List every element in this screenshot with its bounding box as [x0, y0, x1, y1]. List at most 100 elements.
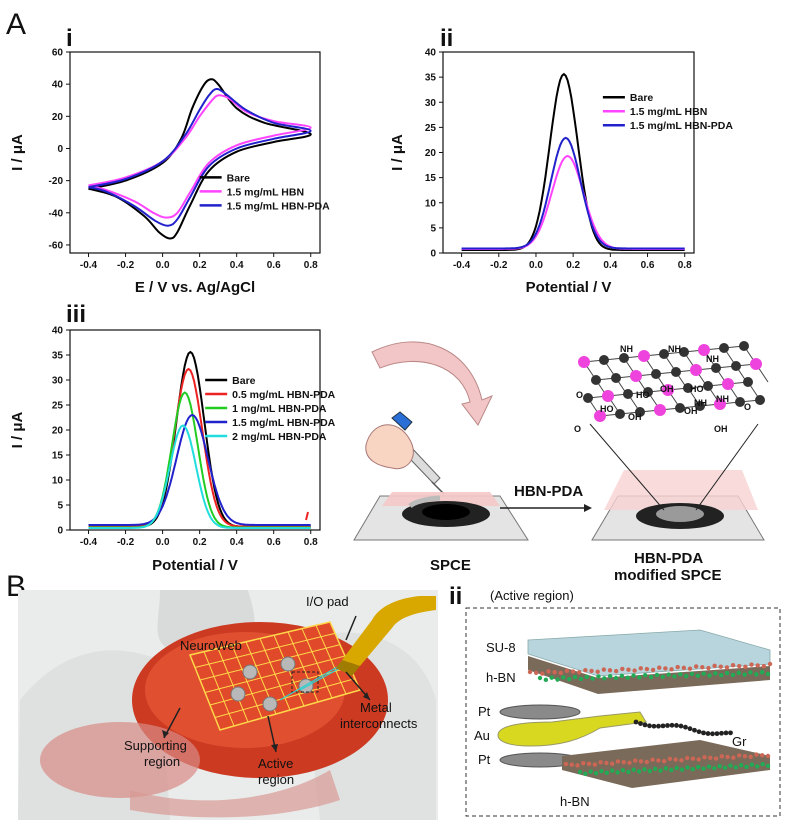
- atom-carbon: [719, 343, 729, 353]
- hbn-atom: [619, 673, 625, 679]
- label-neuroweb: NeuroWeb: [180, 638, 242, 653]
- electrode-sphere: [242, 664, 258, 680]
- hbn-atom: [599, 768, 604, 774]
- step-arrow-head: [584, 504, 592, 512]
- atom-carbon: [755, 395, 765, 405]
- atom-boron: [594, 410, 606, 422]
- graphene-atom: [683, 724, 688, 730]
- chem-label: NH: [716, 394, 729, 404]
- hbn-atom: [675, 664, 680, 670]
- hbn-atom: [685, 765, 690, 770]
- hbn-atom: [760, 753, 765, 758]
- hbn-atom: [681, 665, 687, 671]
- hbn-atom: [578, 676, 584, 682]
- y-tick-label: 15: [52, 451, 64, 462]
- hbn-atom: [761, 664, 767, 669]
- hbn-atom: [669, 767, 674, 773]
- hbn-atom: [736, 670, 741, 675]
- label-active-line1: Active: [258, 756, 293, 771]
- hbn-pda-molecule: [578, 341, 769, 422]
- hbn-atom: [663, 666, 668, 671]
- x-tick-label: -0.2: [117, 260, 135, 271]
- hbn-atom: [644, 666, 650, 672]
- atom-carbon: [599, 355, 609, 365]
- hbn-atom: [719, 673, 724, 678]
- series-line-0: [88, 78, 312, 240]
- atom-boron: [602, 390, 614, 402]
- atom-carbon: [695, 401, 705, 411]
- hbn-atom: [632, 668, 637, 673]
- atom-boron: [690, 364, 702, 376]
- y-tick-label: 20: [52, 426, 64, 437]
- zoom-line-left: [589, 423, 665, 511]
- hbn-atom: [706, 665, 711, 671]
- y-tick-label: 40: [52, 326, 64, 337]
- hbn-atom: [564, 668, 570, 673]
- hbn-atom: [631, 767, 636, 772]
- chem-label: HO: [690, 384, 704, 394]
- x-tick-label: 0.2: [193, 537, 207, 548]
- hbn-atom: [712, 663, 717, 669]
- chem-label: OH: [684, 406, 698, 416]
- hbn-atom: [656, 758, 661, 763]
- hbn-atom: [660, 674, 665, 679]
- hbn-atom: [650, 757, 655, 762]
- hbn-atom: [743, 664, 748, 670]
- x-tick-label: 0.6: [267, 260, 281, 271]
- atom-carbon: [611, 373, 621, 383]
- label-metal-line1: Metal: [360, 700, 392, 715]
- chem-label: OH: [628, 412, 642, 422]
- hbn-atom: [673, 757, 678, 762]
- atom-carbon: [591, 375, 601, 385]
- hbn-atom: [643, 673, 648, 678]
- graphene-atom: [638, 721, 643, 726]
- hbn-atom: [642, 767, 647, 772]
- graphene-atom: [656, 723, 661, 729]
- active-region-box: [291, 671, 319, 693]
- y-tick-label: 35: [52, 351, 64, 362]
- atom-boron: [750, 358, 762, 370]
- atom-carbon: [623, 389, 633, 399]
- legend-label-3: 1.5 mg/mL HBN-PDA: [232, 417, 335, 429]
- atom-carbon: [711, 363, 721, 373]
- chart-dpv2: -0.4 -0.2 0.0 0.2 0.4 0.6 0.8 0 5 10 15 20 25 30 35 40 P…: [9, 326, 336, 575]
- hbn-atom: [613, 668, 619, 674]
- x-axis-title: E / V vs. Ag/AgCl: [135, 279, 255, 296]
- electrode-sphere: [298, 678, 314, 694]
- hbn-atom: [749, 662, 754, 667]
- hbn-atom: [577, 670, 582, 675]
- y-tick-label: 10: [52, 476, 64, 487]
- hbn-atom: [661, 758, 667, 764]
- hbn-atom: [570, 669, 576, 674]
- graphene-atom: [696, 729, 702, 735]
- interconnect-trace: [279, 661, 347, 701]
- hbn-atom: [633, 758, 638, 763]
- mesh-line: [199, 644, 341, 681]
- hbn-atom: [693, 664, 699, 669]
- hbn-atom: [650, 667, 656, 673]
- atom-carbon: [683, 383, 693, 393]
- graphene-atom: [719, 730, 724, 736]
- graphene-atom: [651, 723, 657, 729]
- hbn-atom: [595, 669, 600, 674]
- atom-carbon: [735, 397, 745, 407]
- hbn-atom: [607, 668, 613, 673]
- hbn-atom: [636, 769, 642, 774]
- x-tick-label: 0.6: [267, 537, 281, 548]
- x-tick-label: 0.4: [230, 537, 244, 548]
- atom-boron: [722, 378, 734, 390]
- hbn-atom: [586, 761, 592, 767]
- hbn-atom: [730, 672, 736, 678]
- x-tick-label: 0.8: [678, 260, 692, 271]
- hbn-atom: [744, 764, 749, 770]
- electrode-sphere: [262, 696, 278, 712]
- label-metal-line2: interconnects: [340, 716, 418, 731]
- x-tick-label: 0.8: [304, 260, 318, 271]
- hbn-atom: [717, 763, 722, 769]
- hbn-atom: [678, 672, 683, 677]
- chem-label: NH: [706, 354, 719, 364]
- hbn-atom: [701, 766, 706, 771]
- hbn-atom: [625, 675, 630, 680]
- hbn-atom: [701, 671, 706, 676]
- y-tick-label: 25: [425, 123, 437, 134]
